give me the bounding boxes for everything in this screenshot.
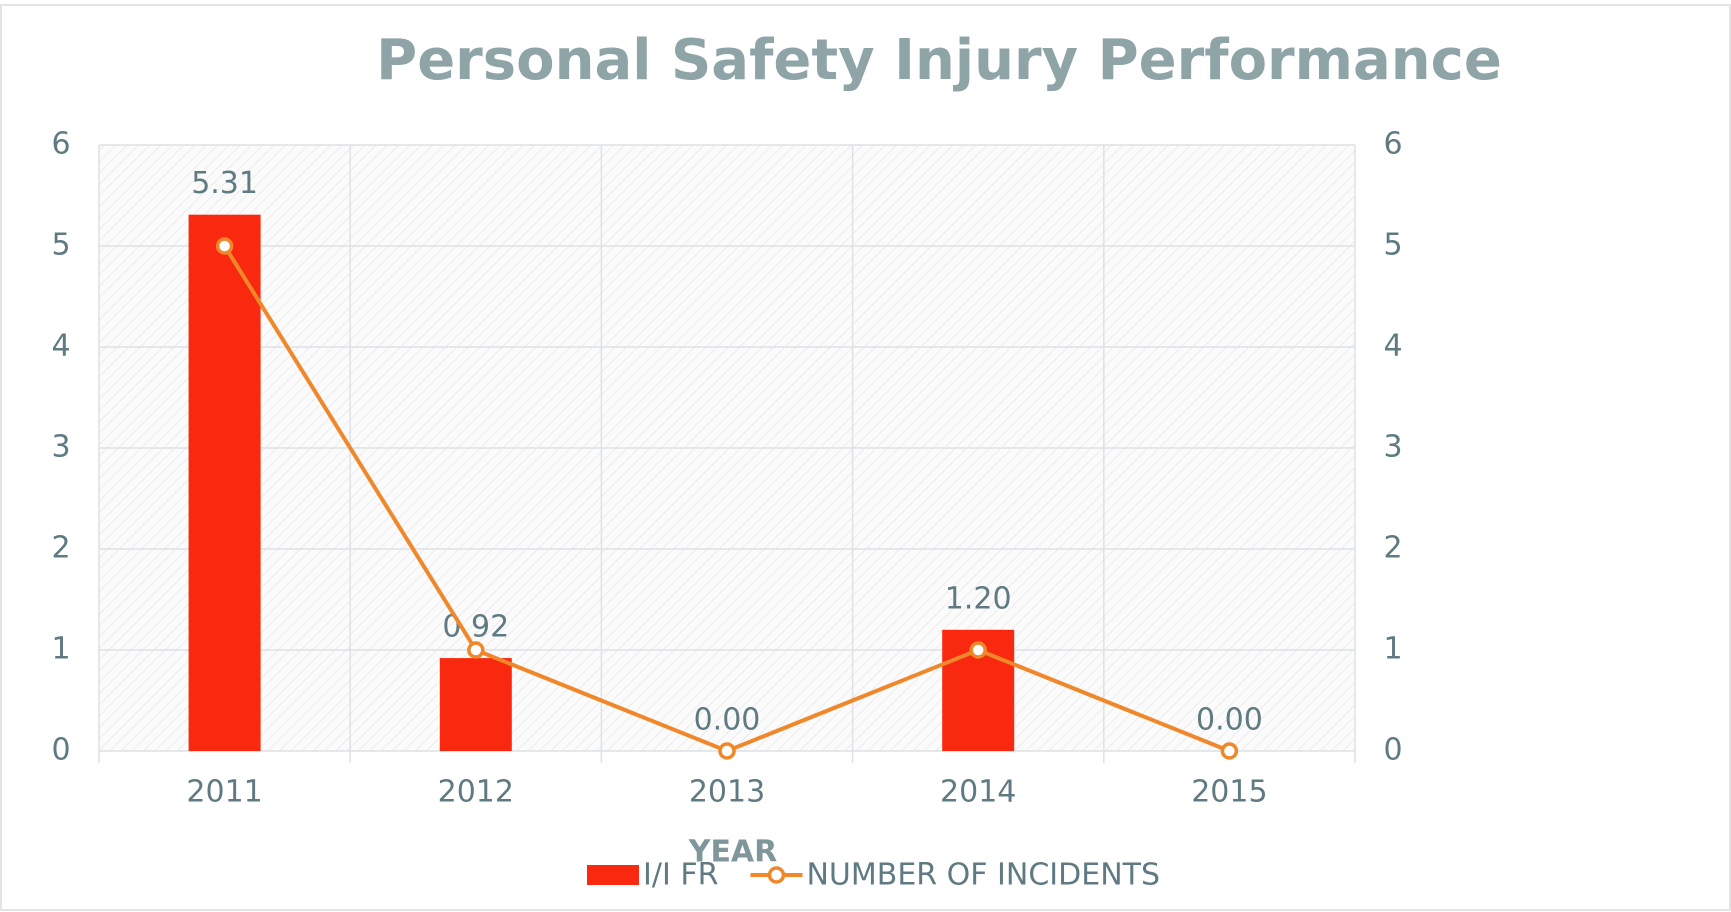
legend-swatch — [587, 865, 639, 885]
y2-tick-label: 0 — [1383, 733, 1402, 768]
line-point — [1220, 742, 1239, 760]
y-tick-label: 4 — [51, 329, 70, 364]
y-tick-label: 2 — [51, 531, 70, 566]
chart-title: Personal Safety Injury Performance — [376, 28, 1502, 93]
line-point — [467, 641, 485, 659]
x-tick-label: 2011 — [186, 775, 262, 810]
y2-tick-label: 5 — [1383, 228, 1402, 263]
y-tick-label: 6 — [51, 127, 70, 162]
data-label: 1.20 — [945, 581, 1012, 616]
data-label: 0.00 — [1196, 703, 1263, 738]
y2-tick-label: 6 — [1383, 127, 1402, 162]
y2-tick-label: 4 — [1383, 329, 1402, 364]
x-tick-label: 2014 — [940, 775, 1016, 810]
data-label: 0.00 — [694, 703, 761, 738]
legend-swatch-point — [767, 866, 786, 884]
y-tick-label: 1 — [51, 632, 70, 667]
x-axis-title: YEAR — [688, 835, 778, 870]
frame — [0, 4, 1731, 911]
y-tick-label: 3 — [51, 430, 70, 465]
y2-tick-label: 1 — [1383, 632, 1402, 667]
data-label: 5.31 — [191, 166, 258, 201]
y2-tick-label: 3 — [1383, 430, 1402, 465]
line-point — [969, 641, 987, 659]
y2-tick-label: 2 — [1383, 531, 1402, 566]
line-point — [215, 237, 234, 255]
x-tick-label: 2013 — [689, 775, 765, 810]
x-tick-label: 2015 — [1191, 775, 1267, 810]
legend-label: I/I FR — [643, 858, 718, 893]
bar — [439, 658, 512, 751]
y-tick-label: 5 — [51, 228, 70, 263]
y-tick-label: 0 — [51, 733, 70, 768]
legend-label: NUMBER OF INCIDENTS — [806, 858, 1160, 893]
line-point — [718, 742, 736, 760]
bar — [188, 214, 261, 751]
x-tick-label: 2012 — [438, 775, 514, 810]
